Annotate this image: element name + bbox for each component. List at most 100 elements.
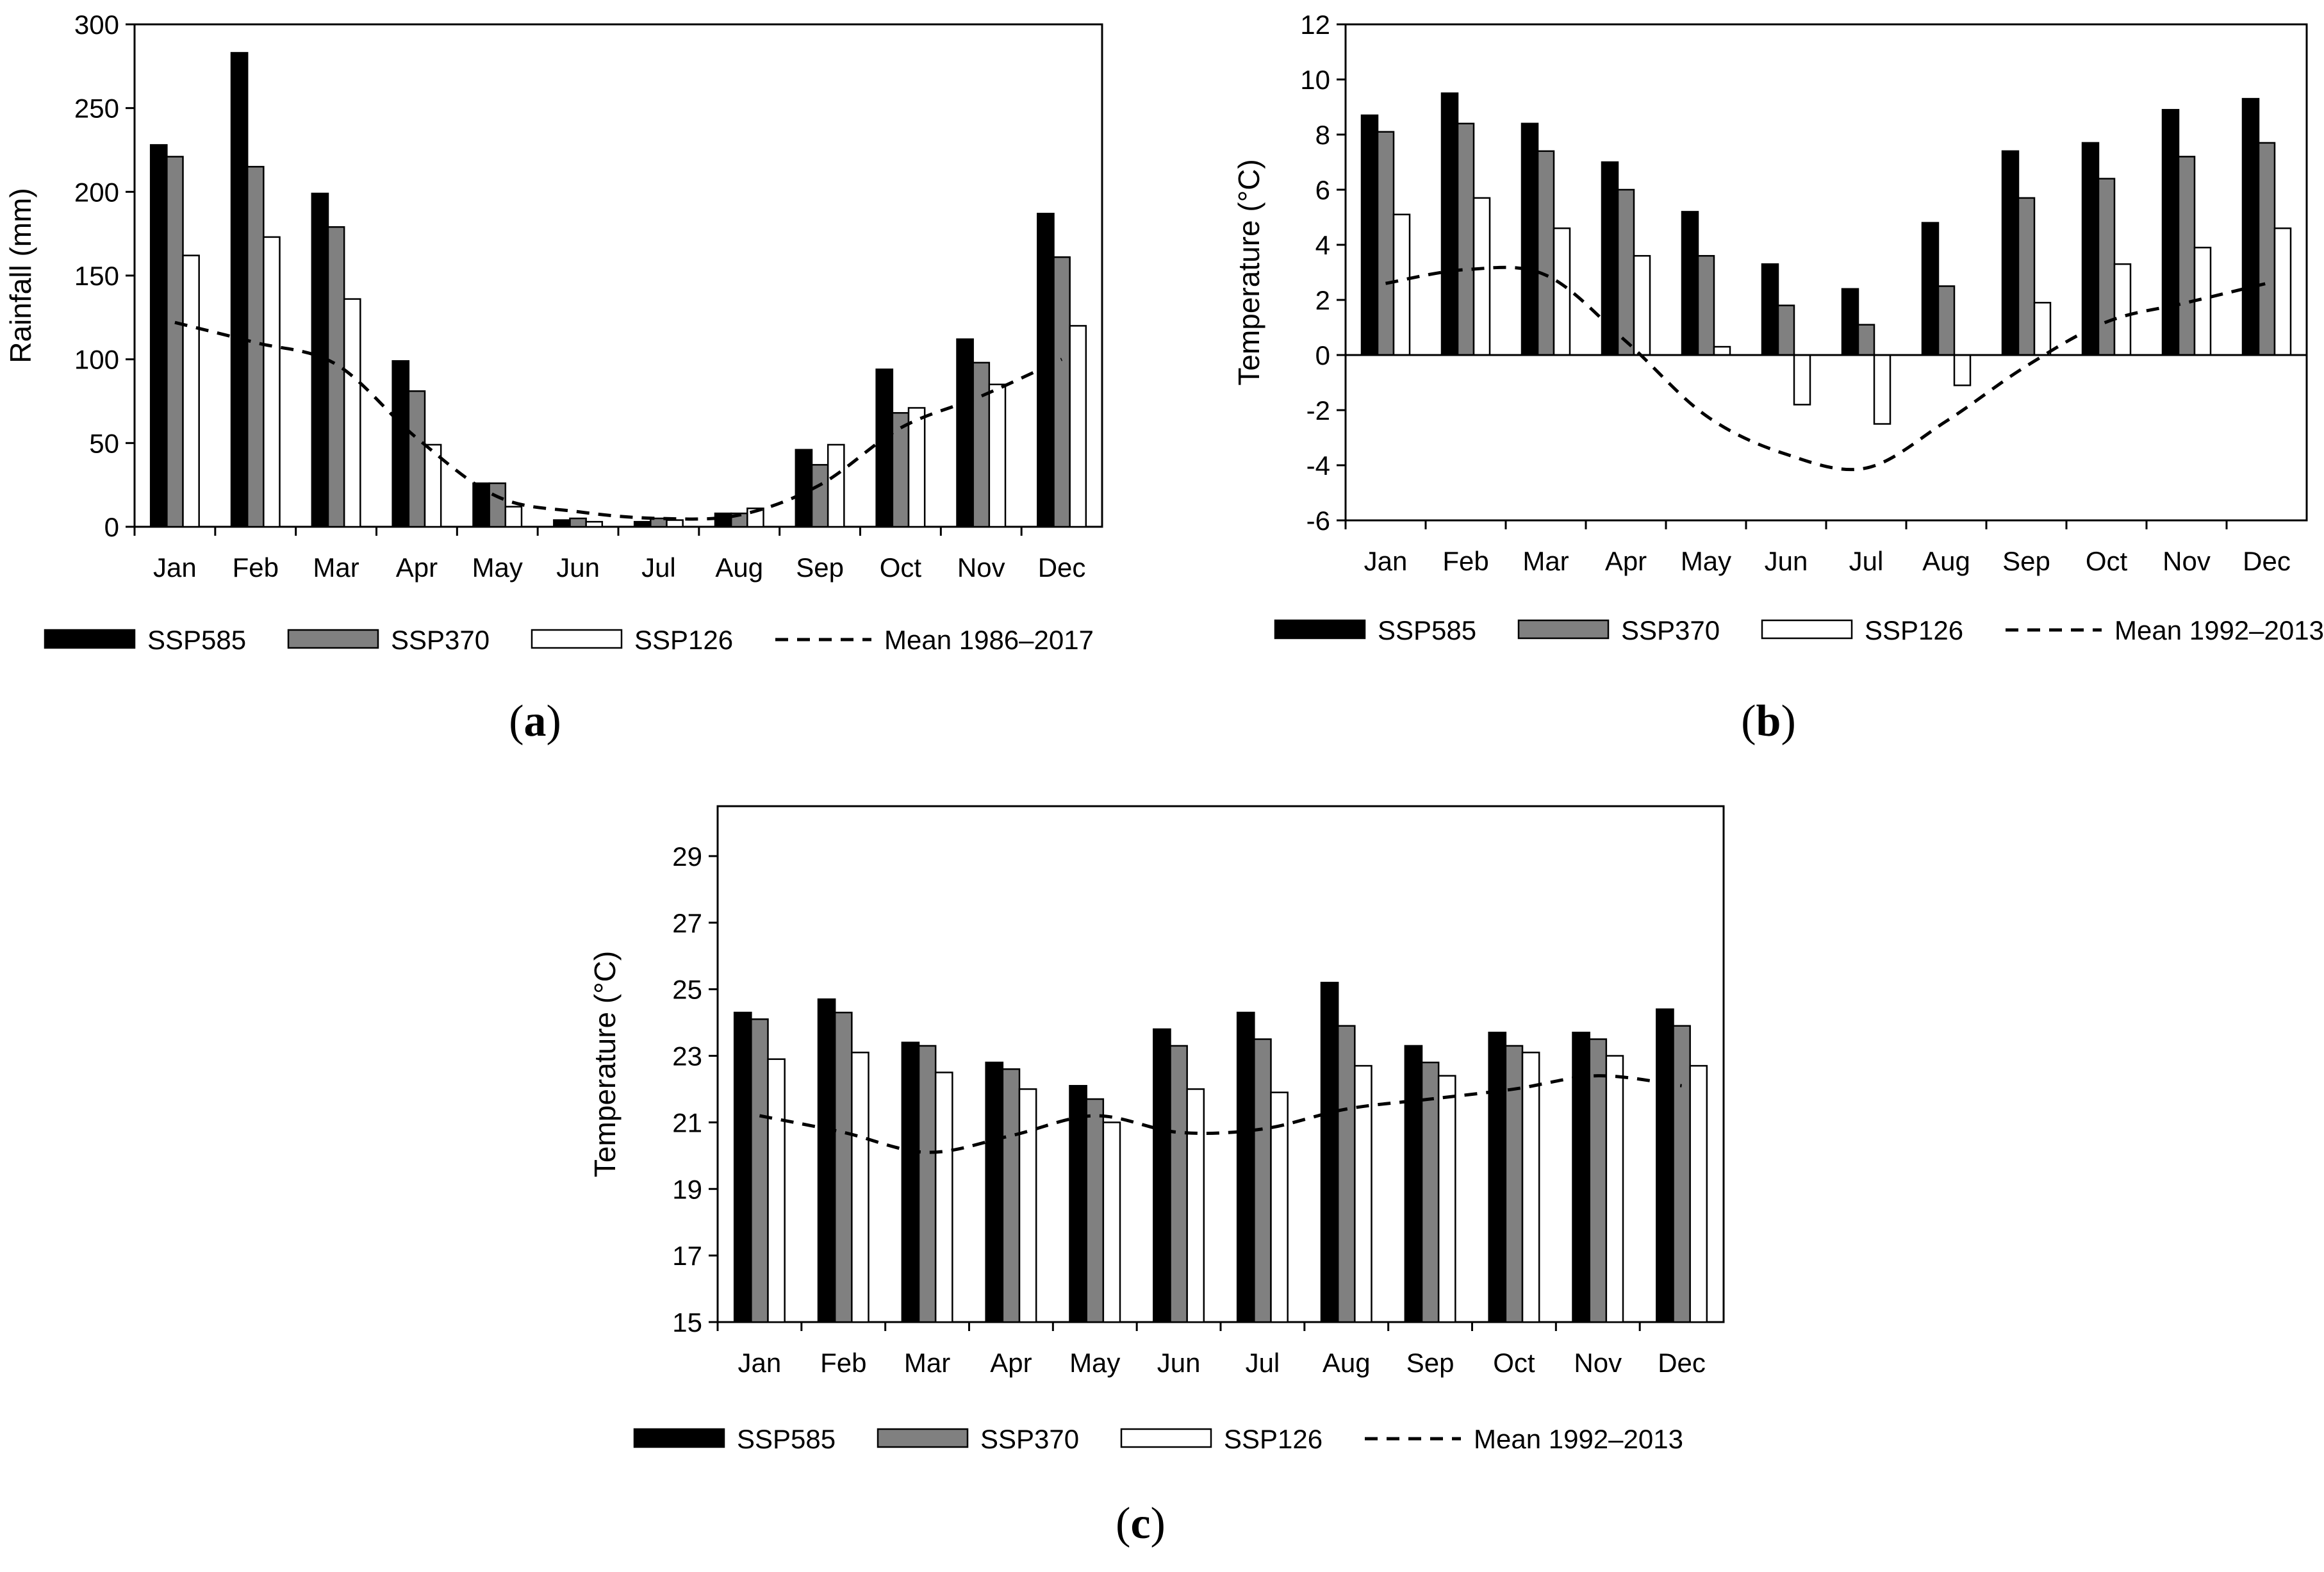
bar-ssp370-nov: [972, 361, 991, 528]
panel-label-letter: b: [1756, 697, 1781, 746]
legend-label: SSP126: [1865, 615, 1963, 645]
bar-ssp126-apr: [424, 443, 442, 528]
bar-ssp370-nov: [1588, 1038, 1608, 1323]
x-tick-label: Aug: [1323, 1348, 1371, 1378]
mean-line-b: [1385, 265, 2268, 472]
y-tick-label: -6: [1306, 506, 1330, 536]
bar-ssp370-may: [488, 482, 507, 528]
bar-ssp370-apr: [408, 390, 426, 528]
bar-ssp585-sep: [2001, 150, 2020, 356]
panel-label-letter: c: [1130, 1499, 1150, 1548]
legend-label: SSP585: [147, 625, 246, 655]
legend-swatch-ssp585: [1274, 619, 1366, 640]
bar-ssp126-jul: [1873, 354, 1891, 425]
x-tick-label: Apr: [1605, 546, 1647, 576]
y-tick-label: -2: [1306, 395, 1330, 426]
bar-ssp126-jun: [1186, 1088, 1205, 1323]
x-tick-label: Sep: [1406, 1348, 1455, 1378]
bar-ssp370-sep: [811, 464, 829, 528]
y-tick-label: 250: [74, 94, 119, 124]
panel-label: (c): [1116, 1499, 1166, 1548]
bar-ssp126-sep: [2033, 302, 2052, 356]
bar-ssp370-jan: [166, 156, 184, 528]
panel-label-letter: a: [524, 697, 547, 746]
panel-label-open: (: [509, 697, 523, 746]
y-axis-label: Rainfall (mm): [4, 188, 37, 363]
y-tick-label: 6: [1315, 175, 1330, 205]
bar-ssp585-apr: [985, 1061, 1004, 1323]
legend-label: SSP126: [634, 625, 733, 655]
x-tick-label: Feb: [820, 1348, 866, 1378]
x-tick-label: Apr: [990, 1348, 1032, 1378]
bar-ssp585-nov: [956, 338, 974, 528]
bar-ssp126-jan: [767, 1058, 786, 1323]
chart-panel-c: 15 17 19 21 23 25 27 29 Temperature (°C) Jan Feb Ma…: [588, 805, 1725, 1548]
bar-ssp585-aug: [1921, 222, 1940, 356]
y-tick-label: 21: [672, 1107, 702, 1138]
y-tick-label: 15: [672, 1307, 702, 1337]
panel-label: (a): [509, 697, 561, 746]
x-tick-label: May: [1681, 546, 1731, 576]
legend-swatch-ssp585: [44, 629, 136, 649]
mean-line-c: [759, 1074, 1682, 1154]
bar-ssp585-jul: [1841, 288, 1859, 356]
y-tick-label: 23: [672, 1041, 702, 1071]
legend-label: SSP370: [1621, 615, 1720, 645]
y-tick-label: 200: [74, 177, 119, 207]
x-tick-label: May: [472, 552, 523, 583]
bar-ssp370-dec: [1672, 1025, 1691, 1323]
x-tick-label: Sep: [796, 552, 844, 583]
panel-label-close: ): [1781, 697, 1795, 746]
bar-ssp585-apr: [391, 360, 410, 528]
bar-ssp126-may: [504, 506, 523, 528]
bar-ssp585-nov: [2161, 109, 2180, 356]
bar-ssp126-mar: [934, 1071, 953, 1323]
bar-ssp370-apr: [1001, 1068, 1021, 1323]
bar-ssp585-oct: [1488, 1031, 1507, 1323]
bar-ssp126-oct: [1521, 1052, 1540, 1323]
x-tick-label: Mar: [1522, 546, 1569, 576]
bar-ssp585-jun: [553, 519, 571, 528]
x-tick-label: Jul: [1246, 1348, 1280, 1378]
chart-panel-b: -6 -4 -2 0 2 4 6 8 10 12 Temperature (°C) Jan Feb Mar…: [1232, 10, 2324, 746]
y-tick-label: 25: [672, 975, 702, 1005]
y-tick-label: 27: [672, 908, 702, 938]
y-tick-label: -4: [1306, 451, 1330, 481]
y-tick-label: 8: [1315, 120, 1330, 150]
bar-ssp585-jan: [1360, 114, 1379, 356]
legend-label: Mean 1986–2017: [884, 625, 1094, 655]
bar-ssp126-feb: [1472, 197, 1491, 356]
bar-ssp585-aug: [1320, 982, 1339, 1323]
bar-ssp126-feb: [851, 1052, 869, 1323]
y-axis-label: Temperature (°C): [1232, 159, 1265, 385]
bar-ssp370-feb: [246, 165, 265, 528]
y-tick-label: 19: [672, 1174, 702, 1204]
x-tick-label: Jun: [556, 552, 600, 583]
bar-ssp370-feb: [834, 1011, 853, 1323]
panel-label-open: (: [1741, 697, 1756, 746]
x-tick-label: Oct: [2086, 546, 2128, 576]
bar-ssp126-jun: [585, 520, 604, 528]
bar-ssp585-sep: [1404, 1045, 1423, 1323]
bar-ssp370-oct: [2097, 178, 2116, 356]
x-tick-label: Aug: [1922, 546, 1970, 576]
bar-ssp126-may: [1102, 1121, 1121, 1323]
bar-ssp370-aug: [1337, 1025, 1356, 1323]
bar-ssp126-aug: [1354, 1064, 1372, 1323]
bar-ssp585-may: [1069, 1085, 1087, 1323]
bar-ssp126-sep: [827, 443, 845, 528]
bar-ssp126-may: [1713, 345, 1731, 356]
bar-ssp126-nov: [988, 383, 1007, 528]
bar-ssp370-aug: [1937, 285, 1956, 356]
legend-swatch-ssp126: [1761, 619, 1853, 640]
bar-ssp585-mar: [1520, 122, 1539, 356]
x-tick-label: Sep: [2002, 546, 2050, 576]
bar-ssp370-oct: [891, 412, 910, 528]
legend-label: SSP585: [1378, 615, 1476, 645]
legend-label: SSP585: [737, 1424, 836, 1454]
bar-ssp585-may: [1681, 211, 1699, 356]
legend-swatch-ssp370: [287, 629, 379, 649]
legend-swatch-ssp585: [633, 1428, 725, 1448]
legend-swatch-ssp126: [1120, 1428, 1212, 1448]
